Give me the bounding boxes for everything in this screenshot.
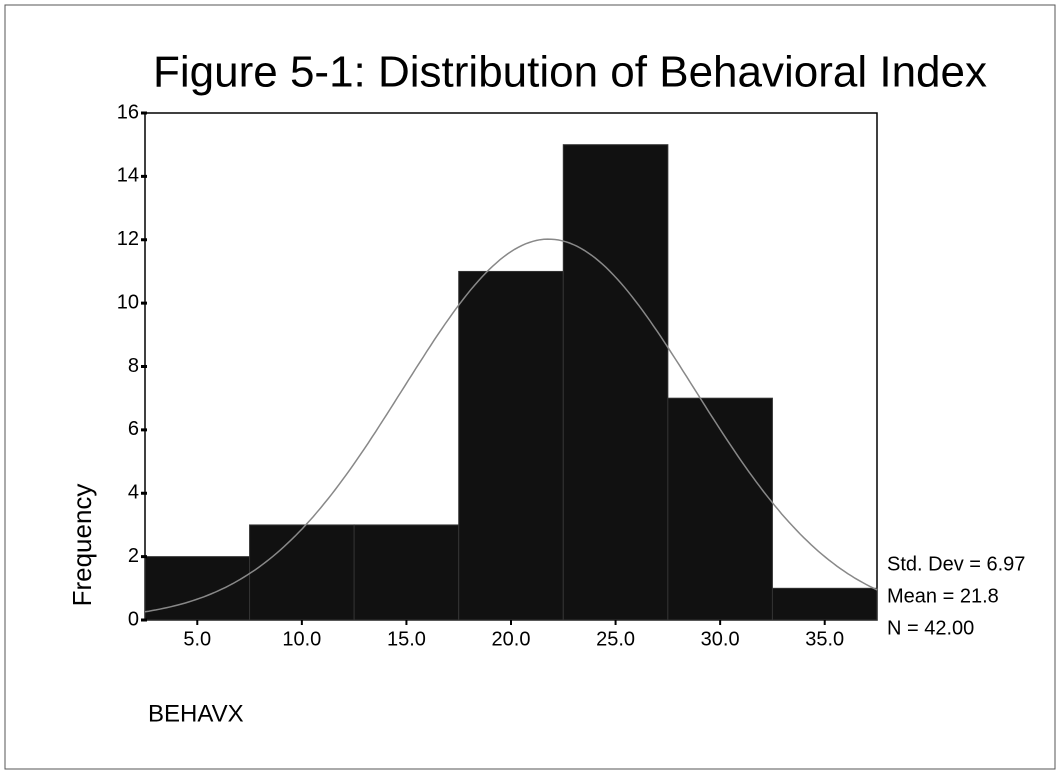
bar [144, 556, 251, 621]
x-axis-label: BEHAVX [148, 700, 244, 727]
frame [4, 4, 1056, 770]
normal-curve [144, 238, 878, 613]
y-tick-label: 16 [117, 101, 139, 123]
bar [458, 270, 564, 621]
y-axis-label: Frequency [67, 484, 97, 607]
y-tick-label: 12 [117, 228, 139, 250]
bar [353, 524, 460, 621]
x-tick-label: 5.0 [183, 628, 211, 650]
x-tick-label: 10.0 [282, 628, 321, 650]
bar [562, 144, 669, 621]
bar [667, 397, 773, 621]
y-tick-label: 0 [128, 608, 139, 630]
bar [249, 524, 355, 621]
y-tick-label: 6 [128, 418, 139, 440]
y-tick-label: 4 [128, 482, 139, 504]
x-tick-label: 30.0 [701, 628, 740, 650]
x-tick-label: 35.0 [805, 628, 844, 650]
stat-label: N = 42.00 [887, 617, 974, 639]
y-tick-label: 10 [117, 291, 139, 313]
y-tick-label: 2 [128, 545, 139, 567]
y-tick-label: 8 [128, 355, 139, 377]
bar [771, 587, 878, 621]
y-tick-label: 14 [117, 165, 139, 187]
stat-label: Mean = 21.8 [887, 585, 999, 607]
stat-label: Std. Dev = 6.97 [887, 553, 1025, 575]
chart-title: Figure 5-1: Distribution of Behavioral I… [153, 48, 987, 97]
x-tick-label: 15.0 [387, 628, 426, 650]
x-tick-label: 20.0 [492, 628, 531, 650]
x-tick-label: 25.0 [596, 628, 635, 650]
